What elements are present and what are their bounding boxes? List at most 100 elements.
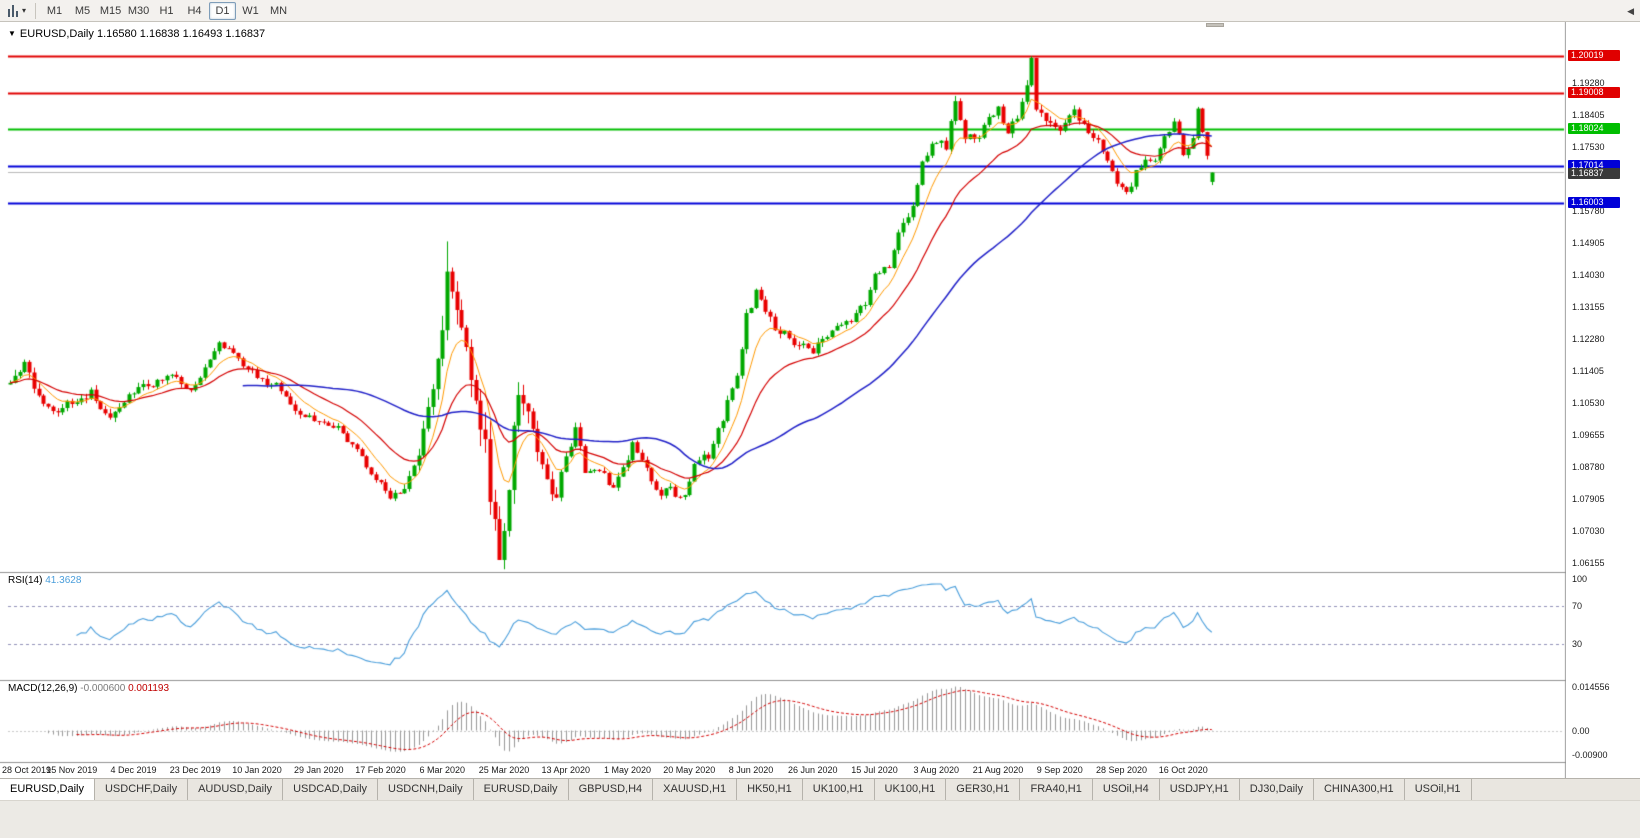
macd-main-value: -0.000600 bbox=[80, 683, 126, 694]
time-axis-label: 25 Mar 2020 bbox=[478, 765, 530, 775]
rsi-scale-label: 100 bbox=[1572, 574, 1588, 584]
current-price-badge: 1.16837 bbox=[1568, 167, 1620, 179]
time-axis-label: 10 Jan 2020 bbox=[232, 765, 282, 775]
chart-tab-usdjpy-h1[interactable]: USDJPY,H1 bbox=[1159, 779, 1240, 800]
tab-scroll-left-icon[interactable]: ◀ bbox=[1627, 6, 1634, 16]
y-axis-tick: 1.13155 bbox=[1572, 301, 1605, 312]
y-axis-tick: 1.10530 bbox=[1572, 397, 1605, 408]
y-axis-tick: 1.17530 bbox=[1572, 142, 1605, 153]
status-bar bbox=[0, 800, 1640, 838]
time-axis-label: 23 Dec 2019 bbox=[169, 765, 221, 775]
time-axis-label: 16 Oct 2020 bbox=[1158, 765, 1208, 775]
rsi-indicator-label: RSI(14) 41.3628 bbox=[8, 575, 81, 586]
y-axis-tick: 1.15780 bbox=[1572, 206, 1605, 217]
y-axis-tick: 1.09655 bbox=[1572, 429, 1605, 440]
level-price-badge: 1.19008 bbox=[1568, 87, 1620, 99]
macd-indicator-label: MACD(12,26,9) -0.000600 0.001193 bbox=[8, 683, 169, 694]
timeframe-button-h4[interactable]: H4 bbox=[187, 4, 202, 17]
time-axis-label: 21 Aug 2020 bbox=[972, 765, 1024, 775]
time-axis-label: 17 Feb 2020 bbox=[355, 765, 406, 775]
rsi-scale-label: 70 bbox=[1572, 601, 1583, 612]
timeframe-button-m15[interactable]: M15 bbox=[99, 4, 122, 17]
timeframe-button-mn[interactable]: MN bbox=[269, 4, 288, 17]
chart-tab-xauusd-h1[interactable]: XAUUSD,H1 bbox=[653, 779, 738, 800]
chart-tab-china300-h1[interactable]: CHINA300,H1 bbox=[1313, 779, 1405, 800]
chart-tab-audusd-daily[interactable]: AUDUSD,Daily bbox=[188, 779, 284, 800]
chart-tab-dj30-daily[interactable]: DJ30,Daily bbox=[1239, 779, 1314, 800]
macd-signal-value: 0.001193 bbox=[128, 683, 170, 694]
macd-name: MACD(12,26,9) bbox=[8, 683, 78, 694]
y-axis-tick: 1.18405 bbox=[1572, 110, 1605, 121]
macd-scale-label: -0.00900 bbox=[1572, 750, 1608, 760]
timeframe-buttons-group: M1 M5 M15 M30 H1 H4 D1 W1 MN bbox=[41, 1, 292, 20]
chart-menu-arrow-icon[interactable]: ▼ bbox=[8, 29, 16, 38]
chart-tab-usdchf-daily[interactable]: USDCHF,Daily bbox=[94, 779, 189, 800]
chart-tab-uk100-h1[interactable]: UK100,H1 bbox=[802, 779, 875, 800]
time-axis-label: 28 Sep 2020 bbox=[1095, 765, 1148, 775]
chart-tab-ger30-h1[interactable]: GER30,H1 bbox=[946, 779, 1021, 800]
macd-scale-label: 0.00 bbox=[1572, 725, 1590, 736]
timeframe-toolbar: ▾ M1 M5 M15 M30 H1 H4 D1 W1 MN bbox=[0, 0, 1640, 22]
timeframe-button-m1[interactable]: M1 bbox=[46, 4, 63, 17]
timeframe-button-w1[interactable]: W1 bbox=[242, 4, 259, 17]
time-axis-label: 28 Oct 2019 bbox=[2, 765, 52, 775]
time-axis-label: 15 Nov 2019 bbox=[46, 765, 98, 775]
chart-tab-eurusd-daily[interactable]: EURUSD,Daily bbox=[0, 779, 95, 800]
chart-tab-uk100-h1[interactable]: UK100,H1 bbox=[874, 779, 947, 800]
chart-tab-bar: EURUSD,Daily USDCHF,Daily AUDUSD,Daily USDC… bbox=[0, 778, 1640, 800]
y-axis-tick: 1.06155 bbox=[1572, 557, 1605, 568]
time-axis-label: 15 Jul 2020 bbox=[851, 765, 898, 775]
macd-scale-label: 0.014556 bbox=[1572, 682, 1610, 692]
chart-tab-usdcad-daily[interactable]: USDCAD,Daily bbox=[283, 779, 379, 800]
y-axis-tick: 1.11405 bbox=[1572, 365, 1604, 376]
chart-symbol-period: EURUSD,Daily bbox=[19, 28, 94, 40]
candlestick-chart-icon bbox=[8, 4, 20, 17]
y-axis-tick: 1.19280 bbox=[1572, 78, 1605, 89]
rsi-scale-label: 30 bbox=[1572, 638, 1583, 649]
timeframe-button-d1[interactable]: D1 bbox=[209, 1, 237, 20]
time-axis-label: 3 Aug 2020 bbox=[913, 765, 960, 775]
rsi-value: 41.3628 bbox=[45, 575, 82, 586]
price-axis: 1.19280 1.18405 1.17530 1.15780 1.14905 1.140… bbox=[1566, 22, 1640, 778]
chart-tab-usdcnh-daily[interactable]: USDCNH,Daily bbox=[378, 779, 474, 800]
time-axis-label: 1 May 2020 bbox=[603, 765, 652, 775]
rsi-name: RSI(14) bbox=[8, 575, 43, 586]
chart-type-button[interactable]: ▾ bbox=[4, 2, 30, 20]
y-axis-tick: 1.08780 bbox=[1572, 461, 1605, 472]
time-axis-label: 13 Apr 2020 bbox=[541, 765, 591, 775]
timeframe-button-m5[interactable]: M5 bbox=[74, 4, 91, 17]
time-axis-label: 29 Jan 2020 bbox=[293, 765, 344, 775]
chart-hscroll-thumb[interactable] bbox=[1206, 23, 1224, 27]
chart-tab-usoil-h4[interactable]: USOil,H4 bbox=[1092, 779, 1160, 800]
chart-ohlc-values: 1.16580 1.16838 1.16493 1.16837 bbox=[96, 28, 266, 40]
level-price-badge: 1.18024 bbox=[1568, 123, 1620, 135]
toolbar-separator bbox=[35, 2, 37, 19]
level-price-badge: 1.17014 bbox=[1568, 160, 1620, 172]
chart-title: ▼ EURUSD,Daily 1.16580 1.16838 1.16493 1.… bbox=[8, 28, 265, 40]
y-axis-tick: 1.07030 bbox=[1572, 525, 1605, 536]
chart-tab-usoil-h1[interactable]: USOil,H1 bbox=[1404, 779, 1472, 800]
chart-tab-fra40-h1[interactable]: FRA40,H1 bbox=[1020, 779, 1093, 800]
time-axis-label: 6 Mar 2020 bbox=[419, 765, 466, 775]
y-axis-tick: 1.12280 bbox=[1572, 333, 1605, 344]
price-chart-canvas[interactable] bbox=[0, 22, 1640, 778]
time-axis-label: 26 Jun 2020 bbox=[787, 765, 838, 775]
time-axis-label: 20 May 2020 bbox=[663, 765, 716, 775]
y-axis-tick: 1.14905 bbox=[1572, 238, 1605, 249]
timeframe-button-m30[interactable]: M30 bbox=[127, 4, 150, 17]
chart-tab-hk50-h1[interactable]: HK50,H1 bbox=[737, 779, 803, 800]
y-axis-tick: 1.14030 bbox=[1572, 269, 1605, 280]
y-axis-tick: 1.07905 bbox=[1572, 493, 1605, 504]
time-axis-label: 9 Sep 2020 bbox=[1036, 765, 1083, 775]
chart-tab-eurusd-daily[interactable]: EURUSD,Daily bbox=[473, 779, 569, 800]
time-axis: 28 Oct 2019 15 Nov 2019 4 Dec 2019 23 Dec 2… bbox=[0, 764, 1566, 778]
dropdown-caret-icon: ▾ bbox=[22, 5, 27, 15]
time-axis-label: 8 Jun 2020 bbox=[728, 765, 774, 775]
timeframe-button-h1[interactable]: H1 bbox=[159, 4, 174, 17]
chart-window: ▼ EURUSD,Daily 1.16580 1.16838 1.16493 1.… bbox=[0, 22, 1640, 778]
chart-tab-gbpusd-h4[interactable]: GBPUSD,H4 bbox=[568, 779, 654, 800]
level-price-badge: 1.16003 bbox=[1568, 196, 1620, 208]
level-price-badge: 1.20019 bbox=[1568, 50, 1620, 62]
time-axis-label: 4 Dec 2019 bbox=[110, 765, 157, 775]
